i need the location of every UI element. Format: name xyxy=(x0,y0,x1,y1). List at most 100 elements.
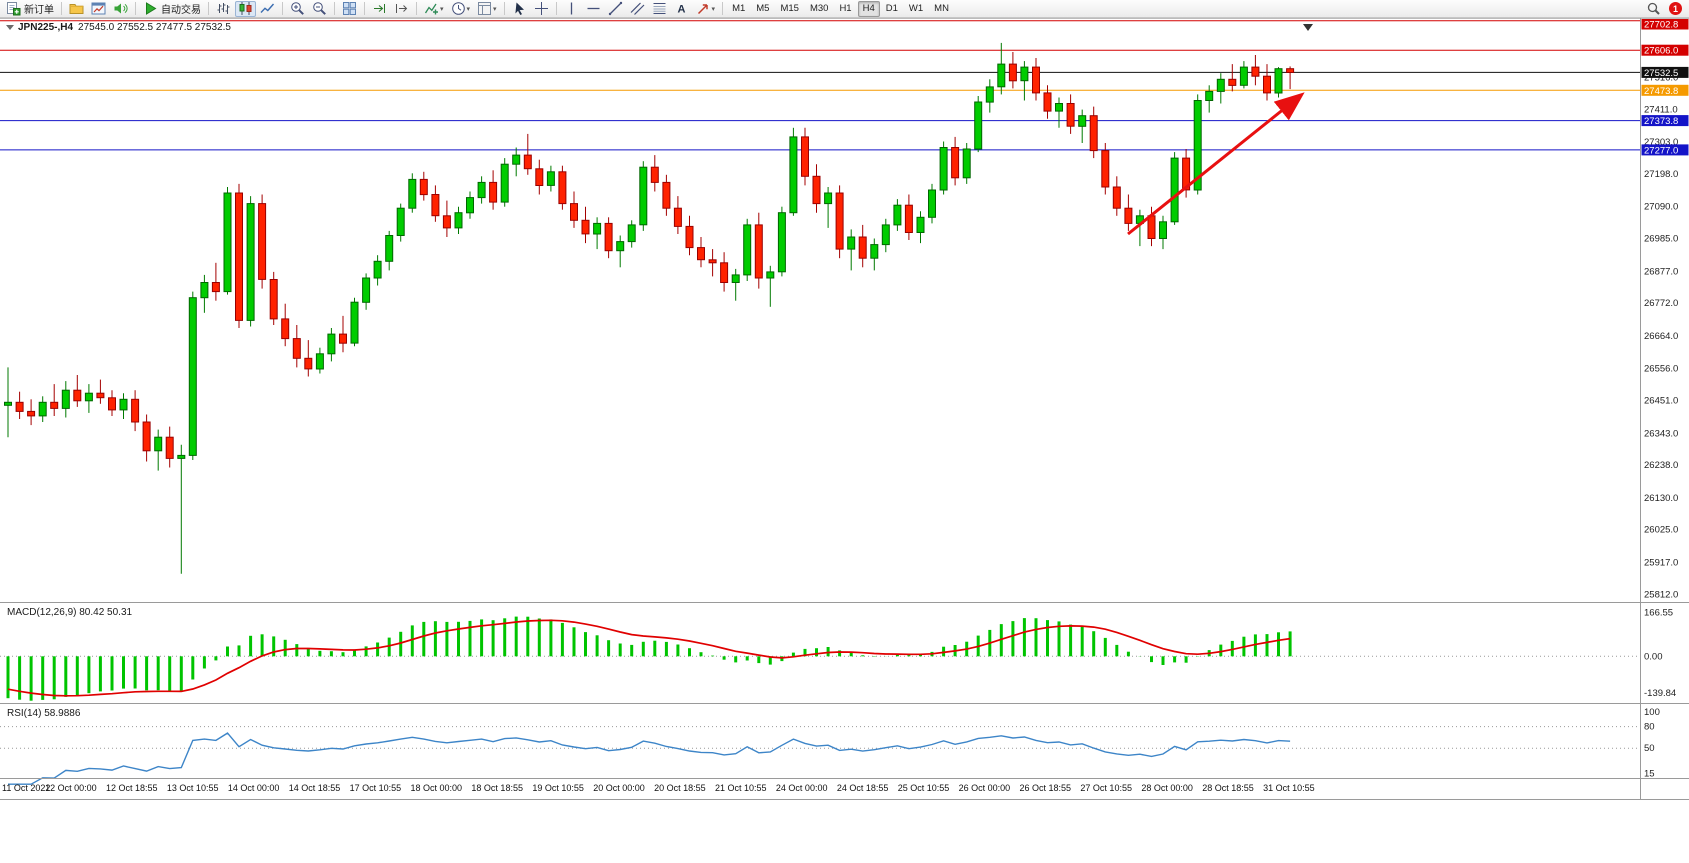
candlestick xyxy=(1112,176,1121,216)
chart-shift-button[interactable] xyxy=(391,1,412,17)
candlestick xyxy=(350,297,359,347)
tf-w1-button[interactable]: W1 xyxy=(908,3,924,14)
candlestick xyxy=(904,194,913,240)
svg-text:26451.0: 26451.0 xyxy=(1644,396,1678,407)
templates-button[interactable]: ▾ xyxy=(474,1,500,17)
svg-text:27198.0: 27198.0 xyxy=(1644,169,1678,180)
svg-text:27090.0: 27090.0 xyxy=(1644,202,1678,213)
svg-text:26 Oct 00:00: 26 Oct 00:00 xyxy=(959,783,1011,793)
new-order-button-label: 新订单 xyxy=(24,5,54,16)
clock-icon xyxy=(451,2,465,15)
candlestick xyxy=(142,414,151,462)
periods-button[interactable]: ▾ xyxy=(448,1,474,17)
candlestick xyxy=(292,325,301,368)
candlestick xyxy=(1020,61,1029,101)
price-tag: 27277.0 xyxy=(1641,144,1689,156)
svg-text:0.00: 0.00 xyxy=(1644,651,1663,662)
tf-d1-button[interactable]: D1 xyxy=(885,3,898,14)
trendline-icon xyxy=(608,1,622,16)
arrow-icon xyxy=(697,4,708,15)
candlestick xyxy=(685,215,694,256)
svg-text:21 Oct 10:55: 21 Oct 10:55 xyxy=(715,783,767,793)
tf-mn-button[interactable]: MN xyxy=(934,3,949,14)
zoom-out-button[interactable] xyxy=(309,1,330,17)
candlestick xyxy=(743,218,752,281)
autotrade-button[interactable]: 自动交易 xyxy=(140,1,204,17)
tf-m30-button[interactable]: M30 xyxy=(809,3,829,14)
candlestick xyxy=(650,155,659,192)
fibonacci-button[interactable] xyxy=(649,1,670,17)
candlestick xyxy=(246,196,255,327)
candlestick xyxy=(558,165,567,210)
candlestick xyxy=(1124,194,1133,231)
tf-h4-button[interactable]: H4 xyxy=(857,0,880,17)
vline-icon xyxy=(570,2,572,15)
tf-m5-button[interactable]: M5 xyxy=(756,3,770,14)
candlestick xyxy=(108,390,116,416)
svg-text:25 Oct 10:55: 25 Oct 10:55 xyxy=(898,783,950,793)
auto-scroll-button[interactable] xyxy=(369,1,390,17)
candlestick xyxy=(327,328,336,362)
candlestick xyxy=(200,274,209,313)
trend-arrow[interactable] xyxy=(1127,92,1305,236)
indicators-button[interactable]: ▾ xyxy=(421,1,447,17)
candlestick xyxy=(789,127,798,216)
candlestick xyxy=(61,381,70,418)
new-order-button[interactable]: 新订单 xyxy=(3,1,57,17)
candlestick xyxy=(96,379,105,404)
candlestick xyxy=(269,271,278,325)
svg-text:27606.0: 27606.0 xyxy=(1644,46,1678,57)
line-chart-button[interactable] xyxy=(257,1,278,17)
cursor-button[interactable] xyxy=(509,1,530,17)
text-icon: A xyxy=(677,4,685,16)
notification-badge[interactable]: 1 xyxy=(1669,2,1682,15)
tf-m15-button[interactable]: M15 xyxy=(780,3,799,14)
chart-canvas[interactable]: 27516.0 27411.0 27303.0 27198.0 27090.0 26985… xyxy=(0,18,1689,858)
trendline-button[interactable] xyxy=(605,1,626,17)
svg-text:26877.0: 26877.0 xyxy=(1644,266,1678,277)
chevron-down-icon: ▾ xyxy=(711,5,716,13)
candlestick xyxy=(916,211,925,244)
price-axis[interactable]: 27516.0 27411.0 27303.0 27198.0 27090.0 26985… xyxy=(1644,73,1678,780)
new-order-icon xyxy=(7,2,21,16)
market-watch-button[interactable] xyxy=(88,1,109,17)
alerts-button[interactable] xyxy=(110,1,131,17)
candlestick-chart-button[interactable] xyxy=(235,0,256,17)
tf-m1-button[interactable]: M1 xyxy=(732,3,746,14)
arrows-button[interactable]: ▾ xyxy=(693,1,719,17)
macd-histogram xyxy=(6,616,1292,701)
chart-window: 27516.0 27411.0 27303.0 27198.0 27090.0 26985… xyxy=(0,18,1689,858)
svg-text:18 Oct 18:55: 18 Oct 18:55 xyxy=(471,783,523,793)
crosshair-button[interactable] xyxy=(531,1,552,17)
toolbar-separator xyxy=(416,2,417,15)
toolbar-right: 1 xyxy=(1643,1,1686,17)
candlestick xyxy=(1170,152,1179,225)
search-button[interactable] xyxy=(1643,1,1664,17)
candlestick xyxy=(1066,94,1075,134)
candlestick xyxy=(1239,61,1248,89)
candlestick xyxy=(154,429,163,471)
toolbar-separator xyxy=(135,2,136,15)
tile-windows-button[interactable] xyxy=(339,1,360,17)
candlestick xyxy=(662,174,671,216)
candlestick xyxy=(639,161,648,231)
candlestick xyxy=(720,252,729,292)
candlestick xyxy=(50,384,59,416)
chart-window-icon xyxy=(91,2,106,15)
text-label-button[interactable]: A xyxy=(671,1,692,17)
candlestick xyxy=(1089,106,1098,159)
candlestick xyxy=(339,315,347,353)
bar-chart-button[interactable] xyxy=(213,1,234,17)
vline-button[interactable] xyxy=(561,1,582,17)
candlestick xyxy=(523,133,532,175)
zoom-in-button[interactable] xyxy=(287,1,308,17)
svg-text:11 Oct 2022: 11 Oct 2022 xyxy=(2,783,50,793)
candlestick xyxy=(223,187,232,295)
candles-layer xyxy=(4,42,1295,574)
hline-button[interactable] xyxy=(583,1,604,17)
candlestick xyxy=(1216,73,1225,104)
charts-profile-button[interactable] xyxy=(66,1,87,17)
tf-h1-button[interactable]: H1 xyxy=(839,3,852,14)
channel-button[interactable] xyxy=(627,1,648,17)
